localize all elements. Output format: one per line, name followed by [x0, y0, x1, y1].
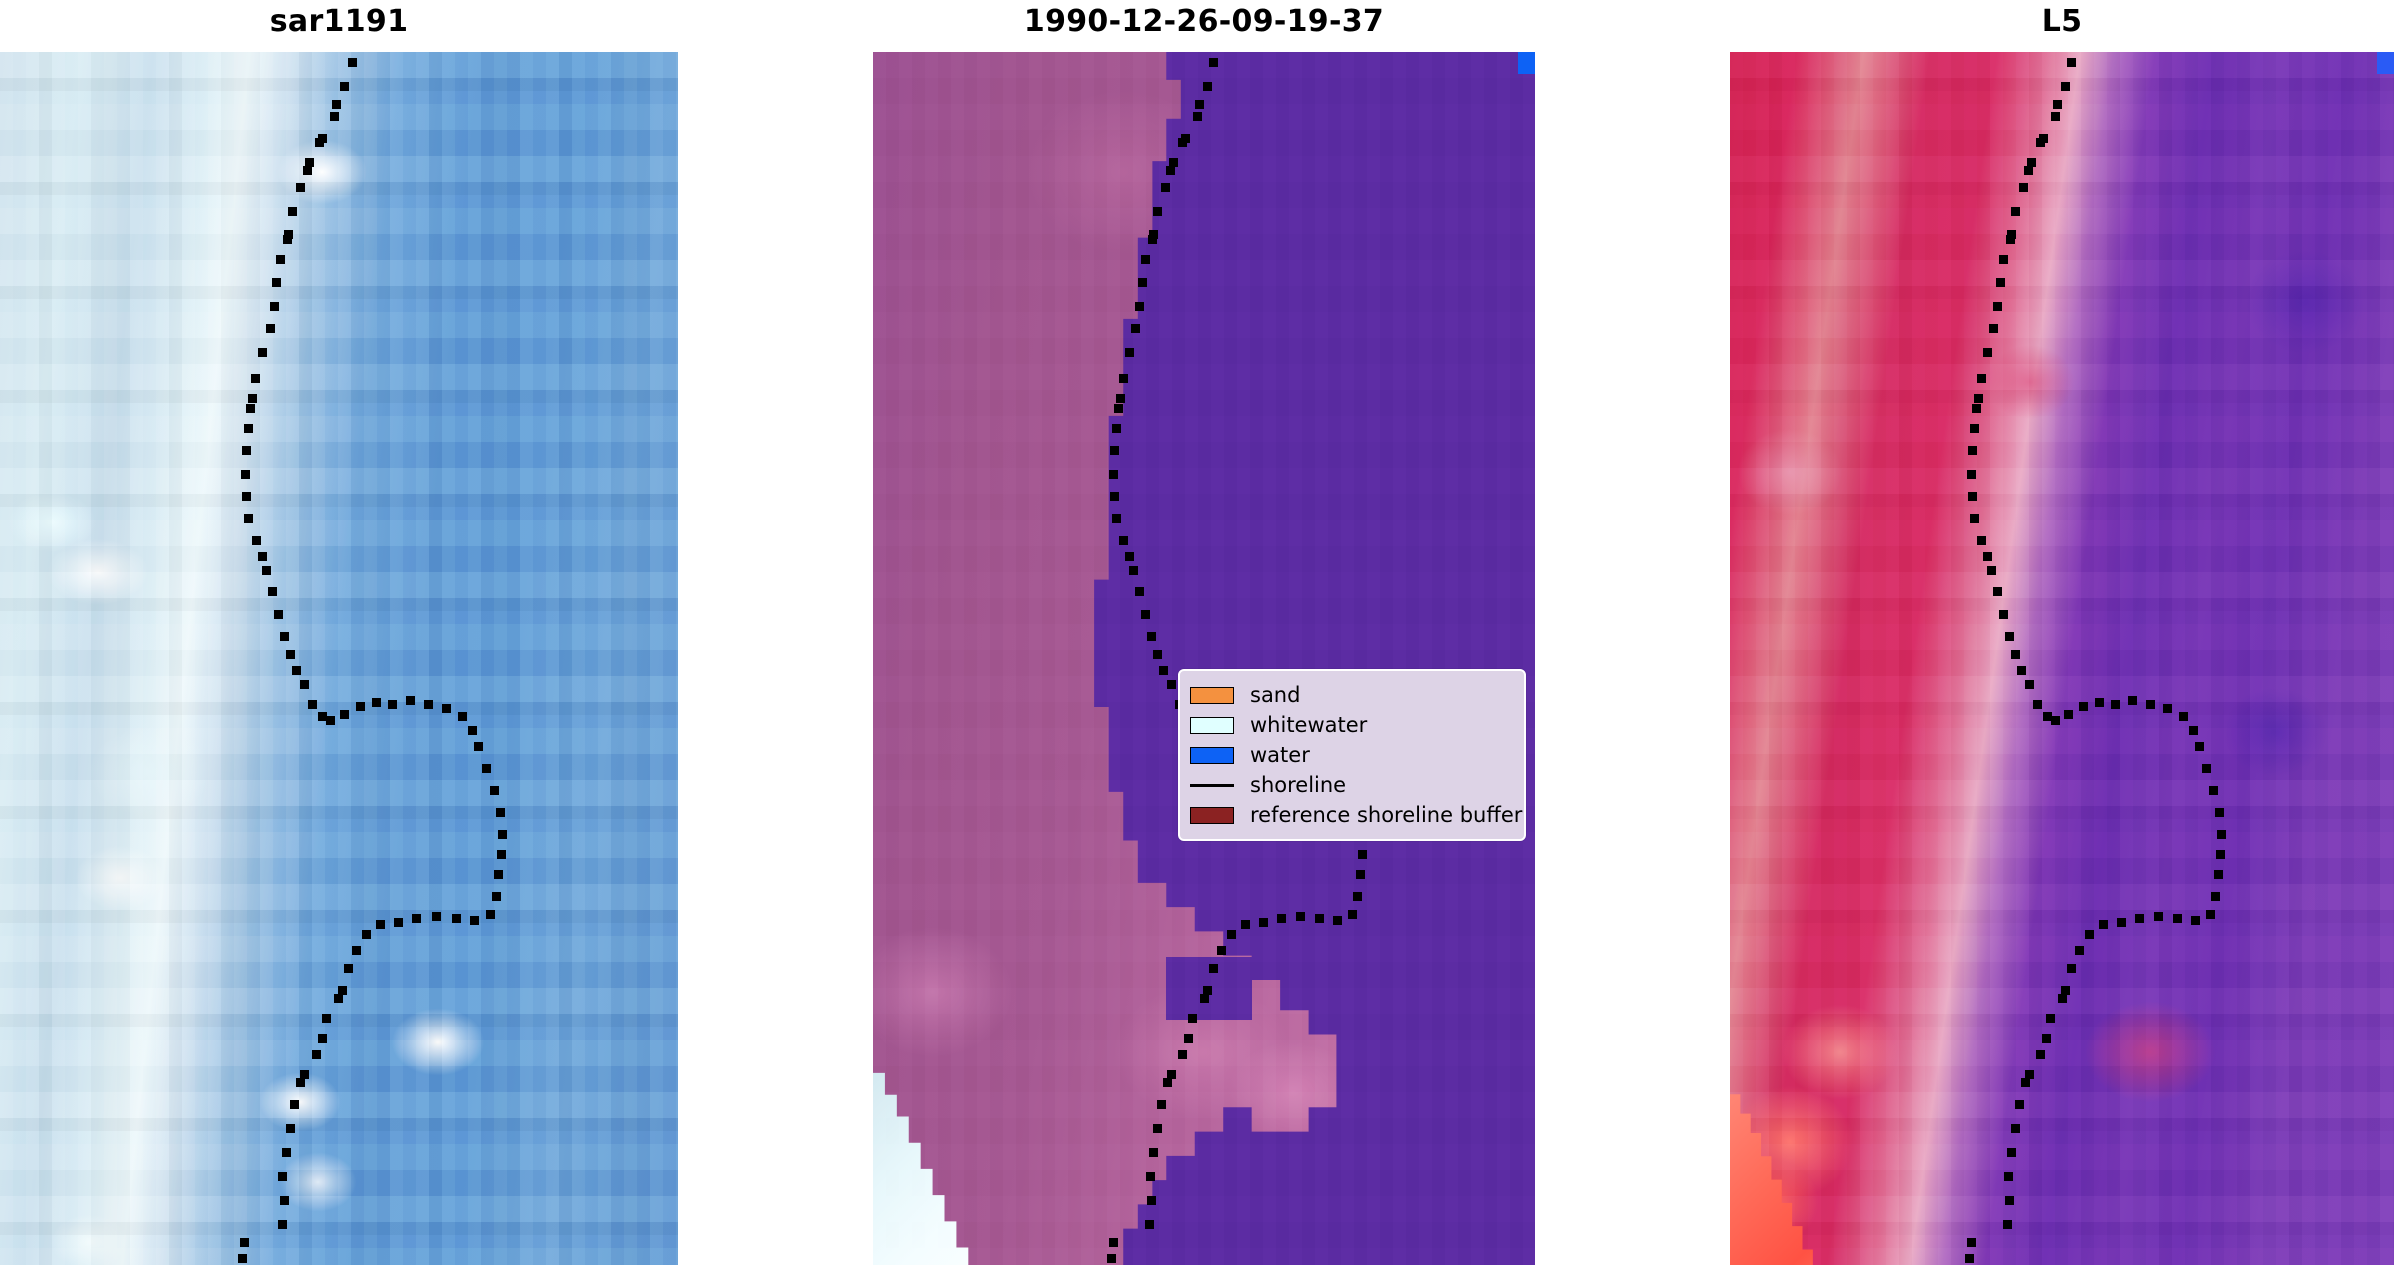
legend-item-reference-shoreline-buffer: reference shoreline buffer — [1190, 800, 1522, 830]
panel-title-sar: sar1191 — [269, 4, 409, 39]
l5-pixel-texture — [1730, 52, 2394, 1265]
panel-image-sar — [0, 52, 678, 1265]
panel-image-classification — [873, 52, 1535, 1265]
l5-block-noise — [1730, 52, 2394, 1265]
legend-label-water: water — [1250, 742, 1310, 767]
legend-swatch-water — [1190, 746, 1234, 764]
legend-label-whitewater: whitewater — [1250, 712, 1368, 737]
panel-title-classification: 1990-12-26-09-19-37 — [1023, 4, 1385, 39]
panel-l5: L5 — [1730, 0, 2394, 1283]
panel-sar: sar1191 — [0, 0, 678, 1283]
legend-item-water: water — [1190, 740, 1512, 770]
sar-pixel-texture — [0, 52, 678, 1265]
legend-swatch-reference-shoreline-buffer — [1190, 806, 1234, 824]
sar-raster — [0, 52, 678, 1265]
legend-swatch-whitewater — [1190, 716, 1234, 734]
legend-item-shoreline: shoreline — [1190, 770, 1512, 800]
panel-image-l5 — [1730, 52, 2394, 1265]
legend-item-sand: sand — [1190, 680, 1512, 710]
l5-raster — [1730, 52, 2394, 1265]
l5-water-class-patch — [2377, 52, 2394, 74]
classified-water-class-patch — [1518, 52, 1535, 74]
legend-label-sand: sand — [1250, 682, 1301, 707]
legend-box: sand whitewater water shoreline referenc… — [1178, 669, 1526, 841]
panel-classification: 1990-12-26-09-19-37 — [873, 0, 1535, 1283]
legend-swatch-shoreline — [1190, 783, 1234, 787]
legend-label-reference-shoreline-buffer: reference shoreline buffer — [1250, 802, 1523, 827]
panel-title-l5: L5 — [2041, 4, 2083, 39]
classified-pixel-texture — [873, 52, 1535, 1265]
legend-swatch-sand — [1190, 686, 1234, 704]
legend-item-whitewater: whitewater — [1190, 710, 1512, 740]
legend-label-shoreline: shoreline — [1250, 772, 1347, 797]
sar-block-noise — [0, 52, 678, 1265]
